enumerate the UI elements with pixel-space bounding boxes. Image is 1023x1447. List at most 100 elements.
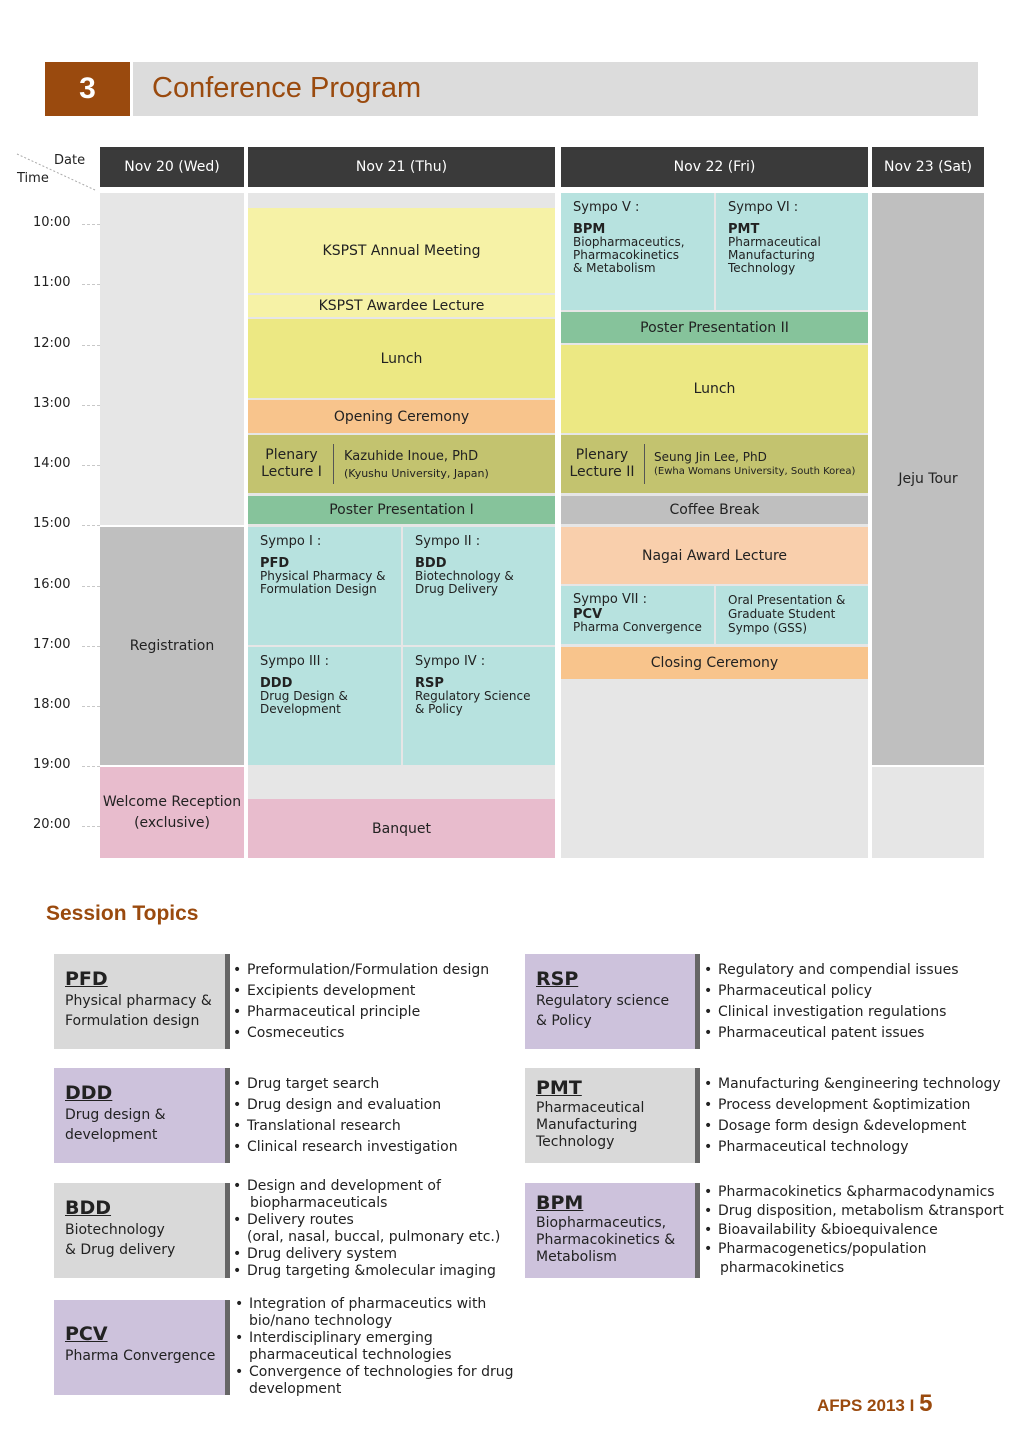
- topic-desc: Drug design &: [65, 1107, 166, 1123]
- topic-desc: Technology: [536, 1134, 615, 1150]
- list-item: Dosage form design &development: [704, 1116, 1001, 1137]
- sympo-title: Sympo III :: [260, 654, 329, 669]
- topic-desc: Regulatory science: [536, 993, 670, 1009]
- time-gridline: [82, 224, 100, 225]
- day-header-nov20: Nov 20 (Wed): [100, 147, 244, 187]
- list-item: Drug disposition, metabolism &transport: [704, 1202, 1004, 1221]
- time-label: 11:00: [33, 275, 71, 290]
- list-item: Pharmaceutical patent issues: [704, 1023, 959, 1044]
- list-item: Convergence of technologies for drugdeve…: [235, 1364, 514, 1398]
- topic-abbr: PCV: [65, 1323, 108, 1345]
- oral-line2: Graduate Student: [728, 607, 836, 621]
- list-item: Cosmeceutics: [233, 1023, 489, 1044]
- topic-bpm-box: BPM Biopharmaceutics, Pharmacokinetics &…: [525, 1183, 695, 1278]
- plenary-lecture-1-label: Plenary Lecture I: [248, 435, 335, 493]
- list-item: Delivery routes(oral, nasal, buccal, pul…: [233, 1212, 500, 1246]
- sympo-title: Sympo IV :: [415, 654, 486, 669]
- sympo-6-block: Sympo VI : PMT Pharmaceutical Manufactur…: [716, 193, 868, 310]
- time-gridline: [82, 345, 100, 346]
- topic-divider: [225, 954, 230, 1049]
- topic-desc: Pharmaceutical: [536, 1100, 645, 1116]
- list-item: Pharmaceutical principle: [233, 1002, 489, 1023]
- corner-time-label: Time: [17, 171, 49, 186]
- session-topics-title: Session Topics: [46, 902, 199, 925]
- topic-rsp-list: Regulatory and compendial issues Pharmac…: [704, 960, 959, 1044]
- section-title: Conference Program: [152, 72, 422, 104]
- topic-divider: [695, 1183, 700, 1278]
- list-item: Regulatory and compendial issues: [704, 960, 959, 981]
- sympo-desc: Regulatory Science: [415, 689, 531, 703]
- plenary-lecture-1-block: Plenary Lecture I Kazuhide Inoue, PhD (K…: [248, 435, 555, 493]
- sympo-desc: Biotechnology &: [415, 569, 514, 583]
- kspst-awardee-lecture-block: KSPST Awardee Lecture: [248, 295, 555, 317]
- banquet-block: Banquet: [248, 799, 555, 858]
- plenary-lecture-2-label: Plenary Lecture II: [561, 435, 643, 493]
- page-number: 5: [919, 1390, 933, 1417]
- topic-divider: [695, 954, 700, 1049]
- topic-pmt-list: Manufacturing &engineering technology Pr…: [704, 1074, 1001, 1158]
- sympo-desc: Pharmacokinetics: [573, 248, 680, 262]
- topic-ddd-list: Drug target search Drug design and evalu…: [233, 1074, 458, 1158]
- sympo-2-block: Sympo II : BDD Biotechnology & Drug Deli…: [403, 527, 555, 645]
- time-gridline: [82, 525, 100, 526]
- topic-abbr: PFD: [65, 968, 108, 990]
- list-item: Design and development ofbiopharmaceutic…: [233, 1178, 500, 1212]
- sympo-desc: Biopharmaceutics,: [573, 235, 685, 249]
- list-item: Integration of pharmaceutics withbio/nan…: [235, 1296, 514, 1330]
- topic-bpm-list: Pharmacokinetics &pharmacodynamics Drug …: [704, 1183, 1004, 1278]
- plenary-label-line1: Plenary: [575, 447, 629, 463]
- topic-pfd-box: PFD Physical pharmacy & Formulation desi…: [54, 954, 225, 1049]
- nov23-empty-slot: [872, 767, 984, 858]
- topic-divider: [225, 1183, 230, 1278]
- sympo-desc: Technology: [728, 261, 796, 275]
- sympo-abbr: PCV: [573, 607, 603, 622]
- oral-presentation-gss-block: Oral Presentation & Graduate Student Sym…: [716, 586, 868, 644]
- time-label: 13:00: [33, 396, 71, 411]
- sympo-desc: & Policy: [415, 702, 463, 716]
- time-label: 18:00: [33, 697, 71, 712]
- sympo-abbr: RSP: [415, 676, 444, 691]
- topic-desc: Physical pharmacy &: [65, 993, 212, 1009]
- list-item: Clinical investigation regulations: [704, 1002, 959, 1023]
- time-label: 10:00: [33, 215, 71, 230]
- day-header-nov22: Nov 22 (Fri): [561, 147, 868, 187]
- sympo-desc: Formulation Design: [260, 582, 377, 596]
- list-item: Excipients development: [233, 981, 489, 1002]
- corner-date-label: Date: [54, 153, 86, 168]
- time-gridline: [82, 826, 100, 827]
- time-label: 19:00: [33, 757, 71, 772]
- sympo-desc: Drug Delivery: [415, 582, 499, 596]
- sympo-desc: Physical Pharmacy &: [260, 569, 386, 583]
- topic-desc: & Policy: [536, 1013, 592, 1029]
- sympo-abbr: PMT: [728, 222, 760, 237]
- list-item: Pharmaceutical policy: [704, 981, 959, 1002]
- topic-desc: Biopharmaceutics,: [536, 1215, 667, 1231]
- sympo-desc: Pharmaceutical: [728, 235, 821, 249]
- topic-pcv-list: Integration of pharmaceutics withbio/nan…: [235, 1296, 514, 1398]
- day-header-nov21: Nov 21 (Thu): [248, 147, 555, 187]
- time-gridline: [82, 405, 100, 406]
- plenary-affiliation: (Kyushu University, Japan): [344, 467, 489, 480]
- list-item: Interdisciplinary emergingpharmaceutical…: [235, 1330, 514, 1364]
- time-gridline: [82, 766, 100, 767]
- footer-label: AFPS 2013 I: [817, 1396, 915, 1415]
- coffee-break-block: Coffee Break: [561, 496, 868, 524]
- topic-abbr: BPM: [536, 1192, 584, 1214]
- nov20-empty-slot: [100, 193, 244, 525]
- time-gridline: [82, 586, 100, 587]
- plenary-label-line1: Plenary: [265, 447, 318, 463]
- sympo-desc: Manufacturing: [728, 248, 815, 262]
- topic-desc: development: [65, 1127, 158, 1143]
- topic-desc: Pharmacokinetics &: [536, 1232, 676, 1248]
- sympo-abbr: BPM: [573, 222, 606, 237]
- plenary-lecture-2-block: Plenary Lecture II Seung Jin Lee, PhD (E…: [561, 435, 868, 493]
- topic-pcv-box: PCV Pharma Convergence: [54, 1300, 225, 1395]
- closing-ceremony-block: Closing Ceremony: [561, 647, 868, 679]
- list-item: Pharmaceutical technology: [704, 1137, 1001, 1158]
- list-item: Drug target search: [233, 1074, 458, 1095]
- nagai-award-lecture-block: Nagai Award Lecture: [561, 527, 868, 584]
- time-label: 17:00: [33, 637, 71, 652]
- topic-pfd-list: Preformulation/Formulation design Excipi…: [233, 960, 489, 1044]
- list-item: Drug targeting &molecular imaging: [233, 1263, 500, 1280]
- topic-bdd-box: BDD Biotechnology & Drug delivery: [54, 1183, 225, 1278]
